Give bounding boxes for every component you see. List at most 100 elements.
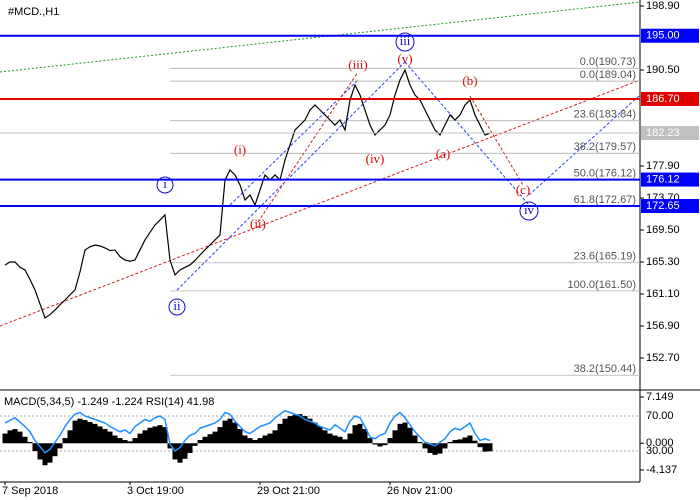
price-level-label: 186.70 xyxy=(646,93,680,105)
macd-bar xyxy=(367,438,373,444)
macd-bar xyxy=(382,443,388,446)
macd-bar xyxy=(207,434,213,444)
price-level-label: 195.00 xyxy=(646,30,680,42)
macd-bar xyxy=(47,443,53,463)
macd-bar xyxy=(307,418,313,444)
macd-bar xyxy=(152,426,158,444)
macd-bar xyxy=(7,430,13,444)
macd-bar xyxy=(17,431,23,444)
macd-bar xyxy=(442,443,448,449)
macd-bar xyxy=(212,431,218,444)
wave-label: ii xyxy=(173,298,181,313)
macd-bar xyxy=(437,443,443,454)
macd-bar xyxy=(2,433,8,444)
macd-bar xyxy=(217,427,223,444)
macd-bar xyxy=(72,420,78,444)
macd-bar xyxy=(187,443,193,453)
macd-bar xyxy=(57,443,63,449)
price-level-box xyxy=(641,198,699,213)
price-level-label: 172.65 xyxy=(646,200,680,212)
macd-bar xyxy=(252,440,258,444)
y-tick-label: 169.50 xyxy=(646,224,680,236)
macd-bar xyxy=(412,435,418,444)
wave-circle xyxy=(395,32,415,52)
macd-bar xyxy=(32,443,38,452)
price-level-label: 182.23 xyxy=(646,127,680,139)
macd-bar xyxy=(312,422,318,444)
y-tick-label: 165.30 xyxy=(646,256,680,268)
wave-label: (iv) xyxy=(366,151,385,166)
macd-bar xyxy=(122,440,128,444)
y-tick-label: 198.90 xyxy=(646,0,680,12)
macd-bar xyxy=(357,423,363,444)
macd-bar xyxy=(452,440,458,444)
macd-bar xyxy=(232,422,238,444)
y-tick-label: 161.10 xyxy=(646,288,680,300)
macd-bar xyxy=(282,418,288,444)
macd-bar xyxy=(327,433,333,444)
wave-label: (iii) xyxy=(348,57,368,72)
price-level-box xyxy=(641,172,699,187)
macd-bar xyxy=(332,435,338,444)
macd-bar xyxy=(197,440,203,444)
macd-bar xyxy=(292,414,298,444)
macd-bar xyxy=(82,419,88,444)
macd-bar xyxy=(107,431,113,444)
trend-line xyxy=(0,1,641,73)
fib-label: 100.0(161.50) xyxy=(568,279,637,291)
macd-bar xyxy=(157,425,163,444)
price-line xyxy=(4,68,491,319)
fib-label: 0.0(190.73) xyxy=(580,56,636,68)
macd-bar xyxy=(192,443,198,446)
macd-bar xyxy=(267,433,273,444)
fib-label: 50.0(176.12) xyxy=(574,167,636,179)
macd-bar xyxy=(347,433,353,444)
macd-bar xyxy=(142,430,148,444)
macd-bar xyxy=(27,441,33,444)
macd-bar xyxy=(257,438,263,444)
wave-label: iii xyxy=(400,33,411,48)
macd-bar xyxy=(407,427,413,444)
macd-bar xyxy=(317,426,323,444)
macd-bar xyxy=(247,438,253,444)
y-tick-label: 156.90 xyxy=(646,320,680,332)
macd-bar xyxy=(52,443,58,457)
wave-circle xyxy=(168,298,186,316)
wave-label: (i) xyxy=(234,142,246,157)
macd-bar xyxy=(127,441,133,444)
macd-bar xyxy=(67,430,73,444)
y-tick-label: 177.90 xyxy=(646,160,680,172)
x-tick-label: 29 Oct 21:00 xyxy=(257,485,320,497)
macd-bar xyxy=(392,430,398,444)
macd-bar xyxy=(262,435,268,444)
fib-label: 23.6(183.84) xyxy=(574,109,636,121)
macd-bar xyxy=(242,435,248,444)
macd-bar xyxy=(42,443,48,466)
macd-bar xyxy=(117,438,123,444)
macd-bar xyxy=(137,433,143,444)
macd-bar xyxy=(487,443,493,452)
macd-bar xyxy=(162,427,168,444)
macd-bar xyxy=(92,423,98,444)
macd-bar xyxy=(227,418,233,444)
fib-label: 0.0(189.04) xyxy=(580,69,636,81)
macd-bar xyxy=(12,429,18,444)
macd-bar xyxy=(482,443,488,452)
price-level-label: 176.12 xyxy=(646,173,680,185)
macd-bar xyxy=(337,436,343,444)
macd-bar xyxy=(182,443,188,459)
wave-label: (v) xyxy=(397,51,412,66)
macd-bar xyxy=(342,439,348,444)
wave-label: i xyxy=(163,176,167,191)
macd-bar xyxy=(477,443,483,448)
wave-label: (b) xyxy=(462,73,477,88)
macd-bar xyxy=(277,423,283,444)
fib-label: 38.2(150.44) xyxy=(574,363,636,375)
macd-bar xyxy=(22,436,28,444)
macd-bar xyxy=(62,438,68,444)
wave-label: (c) xyxy=(516,182,530,197)
rsi-line xyxy=(4,409,491,454)
macd-bar xyxy=(302,416,308,444)
price-level-box xyxy=(641,126,699,141)
macd-bar xyxy=(237,429,243,444)
